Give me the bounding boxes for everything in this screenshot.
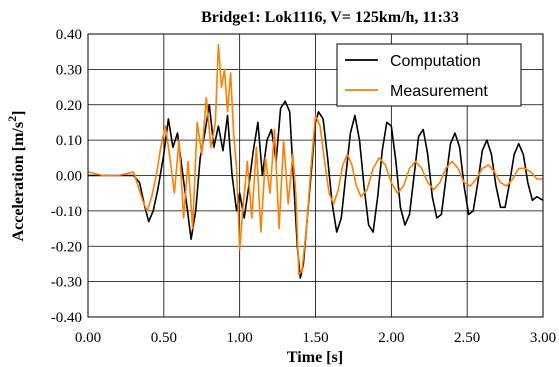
legend-label-computation: Computation <box>390 53 481 70</box>
y-tick-label: -0.20 <box>51 239 82 255</box>
x-tick-label: 0.50 <box>151 330 177 346</box>
y-tick-labels: 0.40 0.30 0.20 0.10 0.00 -0.10 -0.20 -0.30 -0.40 <box>51 27 82 326</box>
y-axis-label: Acceleration [m/s2] <box>5 111 27 242</box>
y-tick-label: -0.10 <box>51 204 82 220</box>
legend-box <box>336 43 522 107</box>
x-tick-label: 0.00 <box>75 330 101 346</box>
y-tick-label: -0.40 <box>51 310 82 326</box>
y-tick-label: 0.30 <box>56 62 82 78</box>
x-tick-label: 1.00 <box>227 330 253 346</box>
y-tick-label: 0.10 <box>56 133 82 149</box>
y-tick-label: 0.40 <box>56 27 82 43</box>
y-axis-label-superscript: 2 <box>5 116 19 122</box>
x-tick-labels: 0.00 0.50 1.00 1.50 2.00 2.50 3.00 <box>75 330 556 346</box>
y-tick-label: 0.20 <box>56 98 82 114</box>
series-line-measurement <box>87 43 543 276</box>
series-line-computation <box>88 100 544 279</box>
x-tick-label: 2.50 <box>454 330 480 346</box>
x-tick-label: 1.50 <box>302 330 328 346</box>
x-tick-label: 3.00 <box>530 330 556 346</box>
y-axis-label-main: Acceleration [m/s <box>10 122 27 242</box>
legend-label-measurement: Measurement <box>390 83 488 100</box>
x-axis-label: Time [s] <box>287 349 343 366</box>
x-tick-label: 2.00 <box>378 330 404 346</box>
y-tick-label: -0.30 <box>51 275 82 291</box>
y-axis-label-end: ] <box>10 111 27 116</box>
chart-legend: Computation Measurement <box>336 43 522 107</box>
plot-area-frame <box>87 33 544 318</box>
y-tick-label: 0.00 <box>56 169 82 185</box>
series-layer <box>87 43 544 279</box>
chart-title: Bridge1: Lok1116, V= 125km/h, 11:33 <box>201 9 459 26</box>
chart-gridlines <box>87 33 544 318</box>
